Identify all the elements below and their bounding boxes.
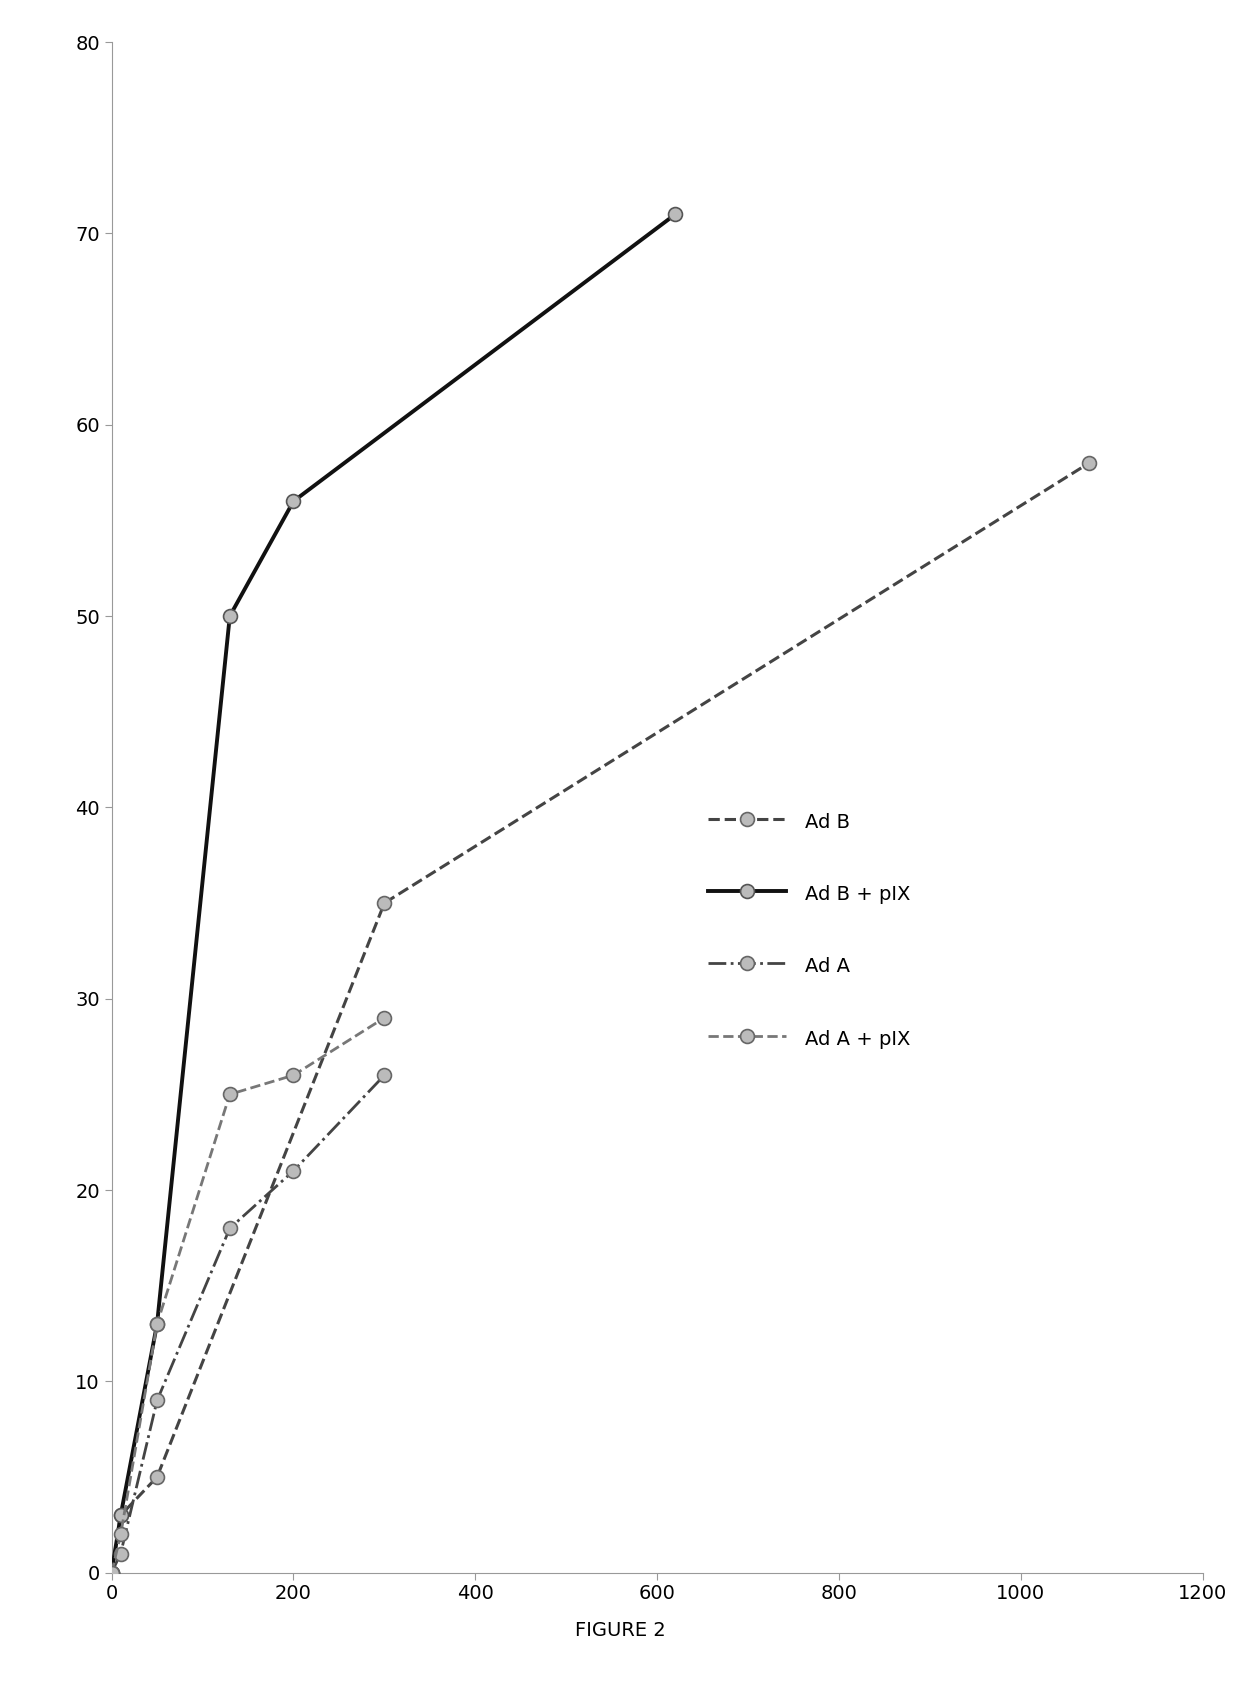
Legend: Ad B, Ad B + pIX, Ad A, Ad A + pIX: Ad B, Ad B + pIX, Ad A, Ad A + pIX — [688, 791, 930, 1070]
Text: FIGURE 2: FIGURE 2 — [574, 1621, 666, 1640]
